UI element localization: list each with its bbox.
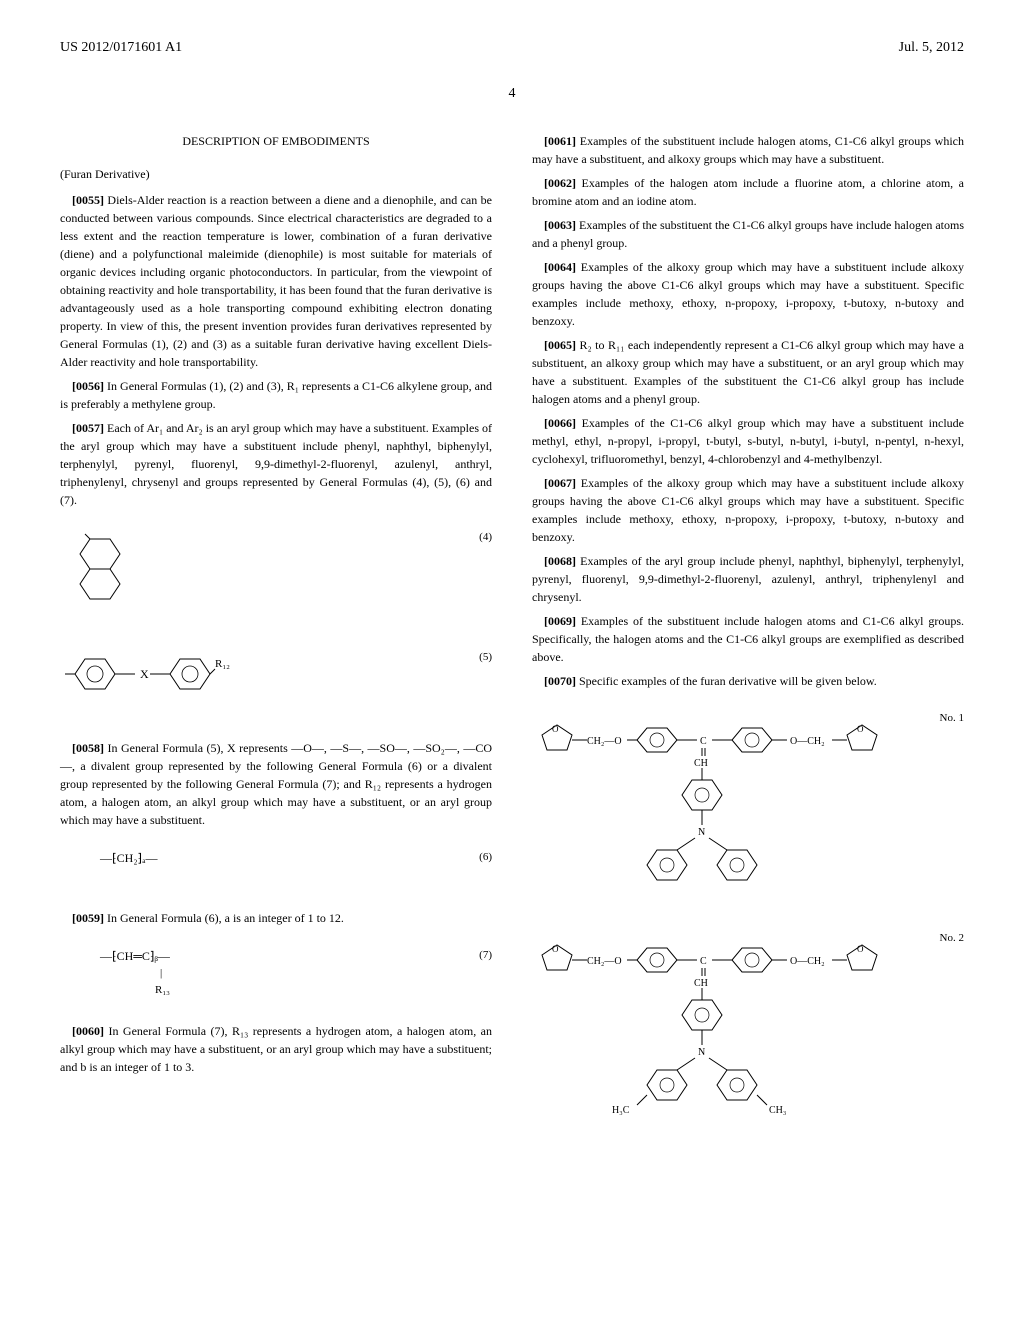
para-num: [0061] — [544, 134, 576, 148]
formula-7-text: —⁅CH═C⁆ᵦ— — [100, 947, 492, 965]
para-0063: [0063] Examples of the substituent the C… — [532, 216, 964, 252]
svg-text:CH₂—O: CH₂—O — [587, 956, 622, 967]
para-0059: [0059] In General Formula (6), a is an i… — [60, 909, 492, 927]
para-0066: [0066] Examples of the C1-C6 alkyl group… — [532, 414, 964, 468]
svg-text:X: X — [140, 667, 149, 681]
svg-text:O—CH₂: O—CH₂ — [790, 736, 825, 747]
formula-5-label: (5) — [479, 649, 492, 666]
chemical-structure-2: O CH₂—O C CH O—CH₂ — [532, 930, 964, 1130]
para-text: Examples of the aryl group include pheny… — [532, 554, 964, 604]
para-text: In General Formula (6), a is an integer … — [107, 911, 344, 925]
formula-7-label: (7) — [479, 947, 492, 964]
para-0060: [0060] In General Formula (7), R₁₃ repre… — [60, 1022, 492, 1076]
formula-7: (7) —⁅CH═C⁆ᵦ— | R₁₃ — [60, 947, 492, 1002]
para-text: Examples of the alkoxy group which may h… — [532, 476, 964, 544]
para-0069: [0069] Examples of the substituent inclu… — [532, 612, 964, 666]
formula-7-r: R₁₃ — [100, 982, 492, 999]
svg-text:CH: CH — [694, 758, 708, 769]
naphthalene-structure — [60, 529, 492, 624]
para-num: [0056] — [72, 379, 104, 393]
para-num: [0063] — [544, 218, 576, 232]
para-num: [0067] — [544, 476, 576, 490]
right-column: [0061] Examples of the substituent inclu… — [532, 132, 964, 1150]
para-num: [0069] — [544, 614, 576, 628]
para-0070: [0070] Specific examples of the furan de… — [532, 672, 964, 690]
para-text: Examples of the alkoxy group which may h… — [532, 260, 964, 328]
page-number: 4 — [60, 86, 964, 102]
para-text: Diels-Alder reaction is a reaction betwe… — [60, 193, 492, 369]
svg-text:O: O — [857, 724, 864, 734]
chemical-structure-1: O CH₂—O C CH — [532, 710, 964, 905]
svg-text:N: N — [698, 1047, 705, 1058]
para-0061: [0061] Examples of the substituent inclu… — [532, 132, 964, 168]
svg-text:O: O — [857, 944, 864, 954]
page-date: Jul. 5, 2012 — [899, 40, 964, 56]
para-text: In General Formula (5), X represents —O—… — [60, 741, 492, 827]
left-column: DESCRIPTION OF EMBODIMENTS (Furan Deriva… — [60, 132, 492, 1150]
patent-number: US 2012/0171601 A1 — [60, 40, 182, 56]
para-text: Specific examples of the furan derivativ… — [579, 674, 877, 688]
para-num: [0066] — [544, 416, 576, 430]
biphenyl-x-structure: X R₁₂ — [60, 649, 492, 704]
structure-no1: No. 1 O CH₂—O C CH — [532, 710, 964, 910]
para-text: Examples of the substituent include halo… — [532, 614, 964, 664]
formula-4-label: (4) — [479, 529, 492, 546]
svg-text:O: O — [552, 724, 559, 734]
para-0058: [0058] In General Formula (5), X represe… — [60, 739, 492, 829]
para-0056: [0056] In General Formulas (1), (2) and … — [60, 377, 492, 413]
svg-text:C: C — [700, 736, 707, 747]
para-text: Examples of the substituent include halo… — [532, 134, 964, 166]
svg-text:H₃C: H₃C — [612, 1105, 630, 1116]
para-num: [0065] — [544, 338, 576, 352]
page-header: US 2012/0171601 A1 Jul. 5, 2012 — [60, 40, 964, 56]
svg-text:R₁₂: R₁₂ — [215, 658, 230, 670]
para-0065: [0065] R₂ to R₁₁ each independently repr… — [532, 336, 964, 408]
content-columns: DESCRIPTION OF EMBODIMENTS (Furan Deriva… — [60, 132, 964, 1150]
para-num: [0060] — [72, 1024, 104, 1038]
svg-text:O—CH₂: O—CH₂ — [790, 956, 825, 967]
subsection-title: (Furan Derivative) — [60, 165, 492, 183]
structure-2-label: No. 2 — [940, 930, 964, 947]
para-text: Examples of the C1-C6 alkyl group which … — [532, 416, 964, 466]
formula-6-text: —⁅CH₂⁆ₐ— — [60, 849, 492, 867]
para-0062: [0062] Examples of the halogen atom incl… — [532, 174, 964, 210]
formula-5: (5) X R₁₂ — [60, 649, 492, 719]
section-title: DESCRIPTION OF EMBODIMENTS — [60, 132, 492, 150]
para-0067: [0067] Examples of the alkoxy group whic… — [532, 474, 964, 546]
para-text: Examples of the halogen atom include a f… — [532, 176, 964, 208]
para-text: Each of Ar₁ and Ar₂ is an aryl group whi… — [60, 421, 492, 507]
svg-text:CH: CH — [694, 978, 708, 989]
para-num: [0058] — [72, 741, 104, 755]
svg-text:CH₃: CH₃ — [769, 1105, 786, 1116]
svg-text:C: C — [700, 956, 707, 967]
structure-no2: No. 2 O CH₂—O C CH — [532, 930, 964, 1130]
formula-6-label: (6) — [479, 849, 492, 866]
para-0057: [0057] Each of Ar₁ and Ar₂ is an aryl gr… — [60, 419, 492, 509]
para-0064: [0064] Examples of the alkoxy group whic… — [532, 258, 964, 330]
para-num: [0064] — [544, 260, 576, 274]
para-num: [0062] — [544, 176, 576, 190]
para-num: [0070] — [544, 674, 576, 688]
para-text: In General Formula (7), R₁₃ represents a… — [60, 1024, 492, 1074]
para-0055: [0055] Diels-Alder reaction is a reactio… — [60, 191, 492, 371]
para-num: [0057] — [72, 421, 104, 435]
formula-7-content: —⁅CH═C⁆ᵦ— | R₁₃ — [60, 947, 492, 998]
structure-1-label: No. 1 — [940, 710, 964, 727]
para-text: R₂ to R₁₁ each independently represent a… — [532, 338, 964, 406]
para-num: [0055] — [72, 193, 104, 207]
para-0068: [0068] Examples of the aryl group includ… — [532, 552, 964, 606]
para-text: Examples of the substituent the C1-C6 al… — [532, 218, 964, 250]
para-num: [0068] — [544, 554, 576, 568]
svg-text:N: N — [698, 827, 705, 838]
formula-6: (6) —⁅CH₂⁆ₐ— — [60, 849, 492, 889]
formula-4: (4) — [60, 529, 492, 629]
para-text: In General Formulas (1), (2) and (3), R₁… — [60, 379, 492, 411]
svg-text:CH₂—O: CH₂—O — [587, 736, 622, 747]
para-num: [0059] — [72, 911, 104, 925]
svg-text:O: O — [552, 944, 559, 954]
